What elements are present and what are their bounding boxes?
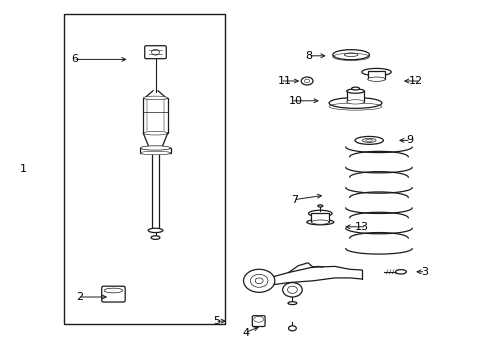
Bar xyxy=(63,14,224,324)
Circle shape xyxy=(287,286,297,293)
Text: 10: 10 xyxy=(288,96,302,106)
Ellipse shape xyxy=(361,68,390,76)
Text: 1: 1 xyxy=(20,164,26,174)
Ellipse shape xyxy=(367,77,385,81)
Text: 11: 11 xyxy=(277,76,291,86)
Circle shape xyxy=(255,278,263,284)
Ellipse shape xyxy=(351,87,359,90)
Bar xyxy=(151,153,159,230)
Text: 3: 3 xyxy=(420,267,427,277)
Text: 13: 13 xyxy=(354,222,368,232)
Ellipse shape xyxy=(143,131,167,135)
Ellipse shape xyxy=(346,89,364,93)
Ellipse shape xyxy=(346,100,364,104)
Ellipse shape xyxy=(304,79,309,83)
Circle shape xyxy=(151,49,159,55)
Ellipse shape xyxy=(317,205,322,207)
Ellipse shape xyxy=(354,136,383,144)
Ellipse shape xyxy=(140,151,170,155)
FancyBboxPatch shape xyxy=(252,316,264,327)
Ellipse shape xyxy=(306,220,333,225)
FancyBboxPatch shape xyxy=(102,286,125,302)
Circle shape xyxy=(250,274,267,287)
Ellipse shape xyxy=(143,96,167,100)
Ellipse shape xyxy=(328,98,381,108)
FancyBboxPatch shape xyxy=(144,46,166,59)
Text: 6: 6 xyxy=(71,54,78,64)
Ellipse shape xyxy=(332,50,369,60)
Ellipse shape xyxy=(288,326,296,331)
Bar xyxy=(367,71,385,79)
Ellipse shape xyxy=(140,146,170,150)
Bar xyxy=(140,148,170,153)
Ellipse shape xyxy=(344,53,357,57)
Text: 7: 7 xyxy=(290,195,298,205)
Ellipse shape xyxy=(311,220,328,224)
Ellipse shape xyxy=(301,77,312,85)
Ellipse shape xyxy=(395,270,406,274)
Text: 9: 9 xyxy=(405,135,412,145)
Bar xyxy=(143,98,167,133)
Ellipse shape xyxy=(308,210,331,217)
Circle shape xyxy=(243,269,274,292)
Circle shape xyxy=(282,283,302,297)
Text: 4: 4 xyxy=(242,328,249,338)
Bar xyxy=(346,91,364,102)
Text: 2: 2 xyxy=(76,292,83,302)
Text: 12: 12 xyxy=(408,76,422,86)
Ellipse shape xyxy=(151,236,160,239)
Text: 5: 5 xyxy=(212,316,219,326)
Ellipse shape xyxy=(365,139,372,141)
Text: 8: 8 xyxy=(305,51,312,61)
Ellipse shape xyxy=(362,139,375,142)
Bar xyxy=(311,213,328,222)
Ellipse shape xyxy=(287,302,296,305)
Ellipse shape xyxy=(148,228,163,233)
